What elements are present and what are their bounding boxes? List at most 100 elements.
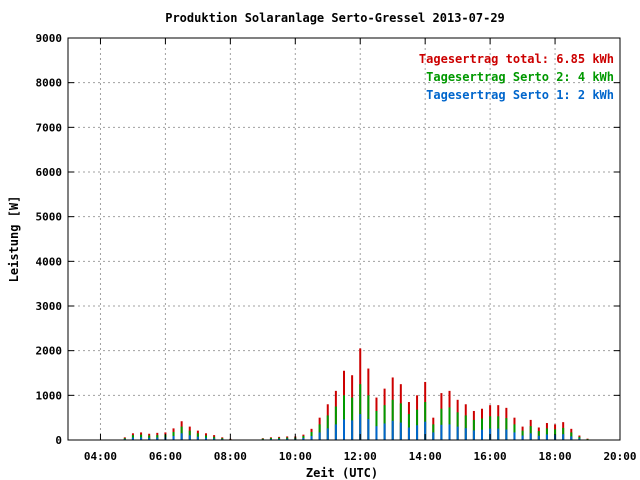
- y-tick-label: 0: [55, 434, 62, 447]
- y-tick-label: 5000: [36, 211, 63, 224]
- bar-series-3: [326, 428, 329, 440]
- bar-series-2: [562, 427, 565, 440]
- bar-series-3: [432, 432, 435, 440]
- bar-series-3: [156, 437, 159, 440]
- bar-series-2: [497, 416, 500, 440]
- bar-series-3: [180, 433, 183, 440]
- x-tick-label: 14:00: [409, 450, 442, 463]
- chart-title: Produktion Solaranlage Serto-Gressel 201…: [165, 11, 505, 25]
- bar-series-2: [416, 409, 419, 440]
- bar-series-3: [440, 424, 443, 440]
- bar-series-3: [448, 424, 451, 440]
- bar-series-3: [359, 414, 362, 440]
- bar-series-3: [367, 419, 370, 440]
- bar-series-3: [213, 438, 216, 440]
- x-axis-label: Zeit (UTC): [306, 466, 378, 480]
- bar-series-3: [205, 437, 207, 440]
- bar-series-3: [424, 421, 427, 440]
- bar-series-2: [351, 397, 354, 440]
- bar-series-3: [513, 432, 516, 440]
- bar-series-3: [334, 424, 337, 440]
- bar-series-2: [213, 436, 216, 440]
- bar-series-2: [367, 395, 370, 440]
- y-axis-label: Leistung [W]: [7, 196, 21, 283]
- bar-series-2: [334, 406, 337, 440]
- bar-series-3: [131, 437, 134, 440]
- bar-series-3: [140, 437, 143, 440]
- bar-series-2: [318, 424, 321, 440]
- legend-entry: Tagesertrag Serto 2: 4 kWh: [426, 70, 614, 84]
- plot-frame: [67, 37, 621, 441]
- bar-series-3: [578, 438, 581, 440]
- bar-series-2: [505, 418, 508, 440]
- bar-series-3: [537, 435, 540, 440]
- bar-series-2: [481, 418, 483, 440]
- bar-series-2: [464, 415, 467, 440]
- legend-entry: Tagesertrag Serto 1: 2 kWh: [426, 88, 614, 102]
- bar-series-2: [513, 424, 516, 440]
- x-tick-label: 20:00: [603, 450, 636, 463]
- bar-series-2: [529, 426, 532, 440]
- bar-series-3: [521, 435, 524, 440]
- bar-series-3: [310, 435, 313, 440]
- x-tick-label: 10:00: [279, 450, 312, 463]
- bar-series-3: [148, 437, 151, 440]
- bar-series-3: [456, 426, 459, 440]
- x-tick-label: 16:00: [474, 450, 507, 463]
- bar-series-2: [424, 402, 427, 440]
- bar-series-2: [359, 384, 362, 440]
- bar-series-2: [489, 416, 492, 440]
- bar-series-3: [343, 419, 345, 440]
- bar-series-2: [578, 436, 581, 440]
- bar-series-3: [570, 436, 573, 440]
- bar-series-2: [407, 414, 410, 440]
- bar-series-3: [472, 430, 475, 440]
- bar-series-3: [529, 433, 532, 440]
- bar-series-2: [391, 399, 394, 440]
- bar-series-2: [343, 395, 345, 440]
- bar-series-2: [570, 432, 573, 440]
- bar-series-3: [278, 438, 281, 440]
- bar-series-3: [318, 432, 321, 440]
- bar-series-3: [481, 429, 483, 440]
- x-tick-label: 06:00: [149, 450, 182, 463]
- bar-series-2: [383, 405, 386, 440]
- bar-series-3: [302, 437, 305, 440]
- bar-series-3: [407, 427, 410, 440]
- bar-series-2: [326, 415, 329, 440]
- legend: Tagesertrag total: 6.85 kWh Tagesertrag S…: [419, 52, 614, 102]
- bar-series-3: [383, 423, 386, 440]
- bar-series-2: [440, 408, 443, 440]
- bar-series-2: [269, 437, 272, 440]
- bar-series-2: [472, 419, 475, 440]
- bar-series-2: [172, 431, 175, 440]
- bar-series-3: [497, 428, 500, 440]
- bar-series-3: [545, 434, 548, 440]
- x-tick-label: 04:00: [84, 450, 117, 463]
- bar-series-2: [521, 430, 524, 440]
- bar-series-3: [416, 425, 419, 440]
- x-tick-label: 08:00: [214, 450, 247, 463]
- bar-series-3: [188, 435, 191, 440]
- bar-series-3: [464, 428, 467, 440]
- bar-series-3: [351, 420, 354, 440]
- bar-series-2: [537, 431, 540, 440]
- axis-ticks: 0 1000 2000 3000 4000 5000 6000 7000 8000 9000 04:…: [36, 32, 637, 463]
- y-tick-label: 1000: [36, 389, 63, 402]
- bar-series-2: [432, 424, 435, 440]
- x-tick-label: 18:00: [538, 450, 571, 463]
- bar-series-2: [375, 410, 378, 440]
- bar-series-2: [399, 403, 402, 440]
- y-tick-label: 8000: [36, 77, 63, 90]
- y-tick-label: 4000: [36, 255, 63, 268]
- legend-entry: Tagesertrag total: 6.85 kWh: [419, 52, 614, 66]
- bar-series-3: [196, 436, 199, 440]
- bar-series-3: [391, 420, 394, 440]
- bar-series-3: [375, 426, 378, 440]
- y-tick-label: 7000: [36, 121, 63, 134]
- y-tick-label: 2000: [36, 345, 63, 358]
- bar-series-3: [399, 422, 402, 440]
- x-tick-label: 12:00: [344, 450, 377, 463]
